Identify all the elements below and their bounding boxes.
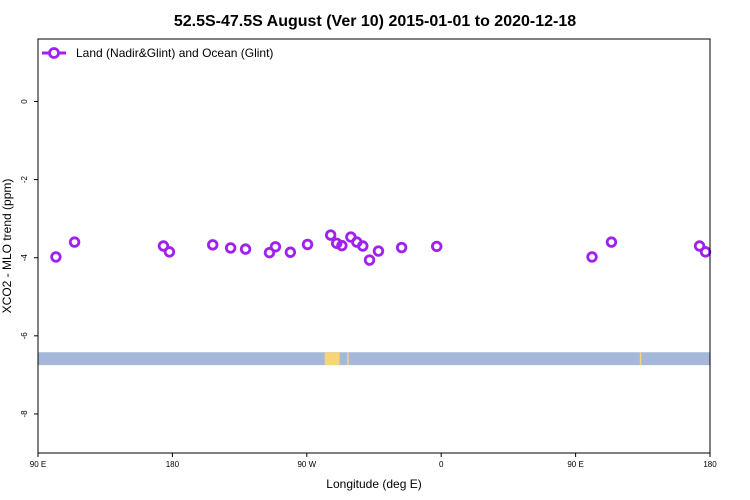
x-axis-label: Longitude (deg E) <box>326 477 421 491</box>
y-tick-label: -2 <box>20 176 29 184</box>
x-tick-label: 180 <box>166 460 180 469</box>
y-axis: 0 -2 -4 -6 -8 <box>20 99 38 418</box>
data-points <box>50 229 712 266</box>
data-point <box>224 242 237 254</box>
land-segment <box>324 352 340 366</box>
land-segment <box>347 352 349 366</box>
data-point <box>239 243 252 255</box>
data-point <box>50 251 62 263</box>
data-point <box>363 254 376 266</box>
ocean-band <box>38 352 710 366</box>
data-point <box>301 238 314 251</box>
y-tick-label: 0 <box>20 99 29 104</box>
x-tick-label: 180 <box>703 460 717 469</box>
x-axis: 90 E 180 90 W 0 90 E 180 <box>30 453 717 469</box>
y-tick-label: -6 <box>20 332 29 340</box>
data-point <box>431 240 443 253</box>
data-point <box>586 251 598 263</box>
data-point <box>163 246 176 258</box>
x-tick-label: 90 E <box>30 460 46 469</box>
data-point <box>284 246 297 258</box>
data-point <box>324 229 337 241</box>
x-tick-label: 0 <box>439 460 444 469</box>
legend-marker <box>48 47 60 59</box>
x-tick-label: 90 E <box>567 460 583 469</box>
y-axis-label: XCO2 - MLO trend (ppm) <box>0 179 14 314</box>
data-point <box>157 240 170 252</box>
data-point <box>395 241 408 254</box>
map-strip <box>38 352 710 366</box>
data-point <box>263 246 276 259</box>
data-point <box>269 241 282 253</box>
data-point <box>372 245 385 257</box>
legend-entry: Land (Nadir&Glint) and Ocean (Glint) <box>76 46 273 60</box>
data-point <box>605 236 618 248</box>
data-point <box>68 236 81 248</box>
legend: Land (Nadir&Glint) and Ocean (Glint) <box>42 46 273 60</box>
data-point <box>207 239 219 251</box>
land-segment <box>639 352 642 366</box>
x-tick-label: 90 W <box>297 460 316 469</box>
chart-title: 52.5S-47.5S August (Ver 10) 2015-01-01 t… <box>174 13 576 30</box>
data-point <box>357 240 369 252</box>
plot-frame <box>37 38 711 454</box>
y-tick-label: -8 <box>20 410 29 418</box>
data-point <box>693 240 706 252</box>
data-point <box>699 246 712 258</box>
data-point <box>336 239 348 252</box>
y-tick-label: -4 <box>20 254 29 262</box>
